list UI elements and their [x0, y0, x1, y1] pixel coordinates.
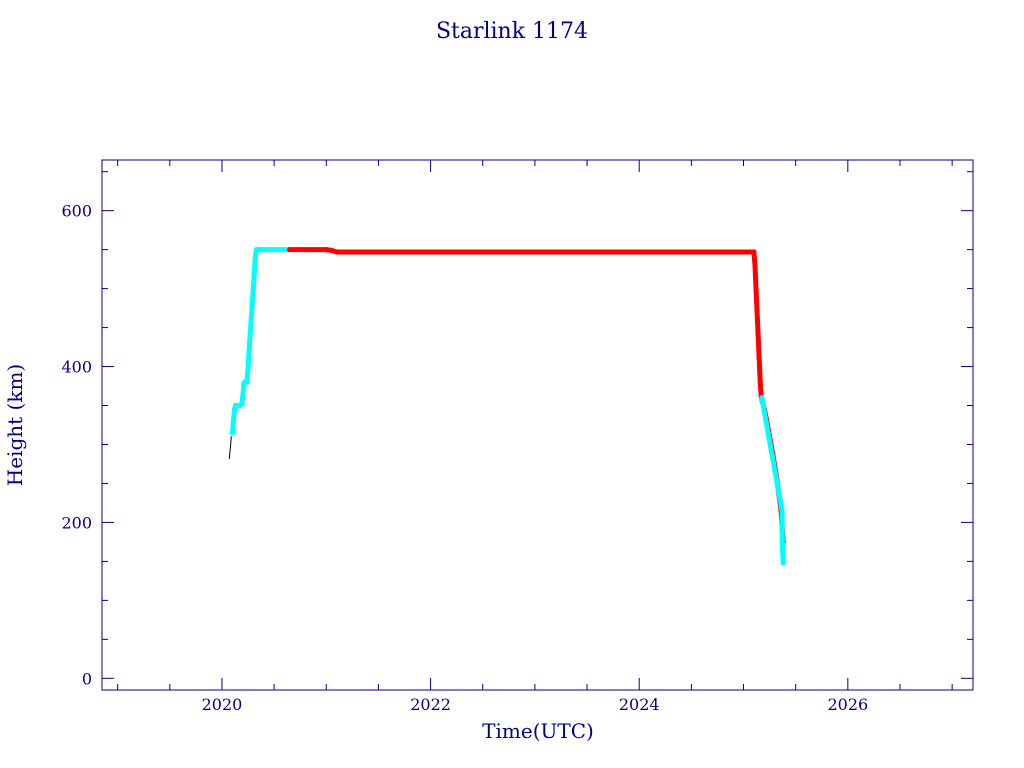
data-point — [244, 379, 250, 385]
data-point — [759, 395, 765, 401]
data-point — [688, 249, 694, 255]
data-point — [249, 301, 255, 307]
y-tick-label: 0 — [82, 669, 92, 688]
data-point — [752, 262, 758, 268]
axis-ticks — [102, 160, 973, 690]
series-line — [228, 436, 232, 459]
data-point — [231, 406, 238, 413]
series-line — [759, 395, 786, 566]
data-point — [584, 249, 590, 255]
x-axis-label: Time(UTC) — [482, 719, 594, 743]
plot-frame — [101, 159, 974, 691]
data-point — [247, 332, 253, 338]
data-point — [253, 247, 259, 253]
data-point — [779, 523, 785, 529]
data-point — [780, 547, 786, 553]
data-point — [532, 249, 538, 255]
y-tick-label: 200 — [61, 513, 92, 532]
y-tick-label: 600 — [61, 202, 92, 221]
data-point — [246, 348, 252, 354]
x-tick-label: 2022 — [410, 695, 451, 714]
data-point — [229, 430, 235, 436]
data-point — [753, 286, 759, 292]
data-point — [239, 401, 245, 407]
data-point — [328, 247, 335, 254]
data-point — [287, 247, 293, 253]
data-point — [780, 560, 786, 566]
data-marks — [228, 247, 786, 566]
chart-title: Starlink 1174 — [436, 19, 588, 44]
tick-labels: 2020 2022 2024 2026 0 200 400 600 — [61, 202, 868, 714]
data-point — [375, 249, 382, 255]
data-point — [230, 418, 237, 424]
data-point — [252, 254, 258, 261]
x-tick-label: 2026 — [827, 695, 868, 714]
data-point — [755, 332, 761, 338]
data-point — [427, 249, 434, 255]
data-point — [751, 249, 757, 255]
data-point — [323, 247, 329, 253]
data-point — [245, 365, 251, 371]
data-point — [636, 249, 642, 255]
data-point — [756, 356, 762, 362]
x-tick-label: 2024 — [619, 695, 660, 714]
y-tick-label: 400 — [61, 358, 92, 377]
data-point — [480, 249, 486, 255]
data-point — [334, 249, 340, 255]
data-point — [251, 270, 257, 276]
data-point — [302, 247, 309, 253]
data-point — [779, 508, 785, 514]
data-point — [240, 393, 246, 399]
data-point — [271, 247, 277, 253]
data-point — [757, 379, 763, 385]
y-axis-label: Height (km) — [3, 364, 27, 486]
data-point — [261, 247, 267, 253]
x-tick-label: 2020 — [202, 695, 243, 714]
data-point — [248, 317, 254, 323]
data-point — [250, 286, 256, 292]
series-line — [287, 247, 786, 545]
data-point — [754, 309, 760, 315]
data-point — [740, 249, 747, 255]
data-point — [281, 247, 288, 253]
